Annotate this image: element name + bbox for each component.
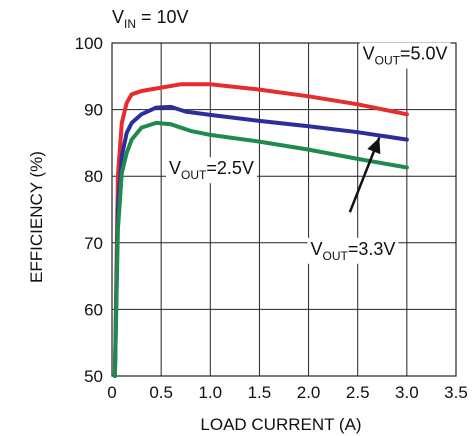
x-axis-title: LOAD CURRENT (A) bbox=[200, 415, 361, 434]
series-label-2: VOUT=2.5V bbox=[169, 158, 254, 182]
x-tick-label: 0.5 bbox=[149, 383, 173, 402]
series-line-2 bbox=[112, 120, 409, 378]
y-tick-label: 80 bbox=[84, 167, 103, 186]
x-tick-label: 1.5 bbox=[248, 383, 272, 402]
annotation-backing bbox=[166, 157, 257, 184]
x-tick-label: 2.5 bbox=[346, 383, 370, 402]
series-line-1 bbox=[112, 104, 409, 378]
x-tick-label: 0 bbox=[107, 383, 116, 402]
grid bbox=[111, 42, 457, 377]
series-label-1: VOUT=3.3V bbox=[311, 239, 396, 263]
annotation-backing bbox=[307, 237, 399, 264]
y-tick-label: 90 bbox=[84, 101, 103, 120]
series-line-0 bbox=[112, 82, 409, 378]
series-label-prefix: V bbox=[363, 44, 375, 64]
y-tick-label: 60 bbox=[84, 300, 103, 319]
x-tick-label: 1.0 bbox=[198, 383, 222, 402]
annotation-arrow-head bbox=[367, 137, 381, 155]
series-label-subscript: OUT bbox=[375, 54, 401, 68]
series-label-subscript: OUT bbox=[323, 249, 349, 263]
series-label-suffix: =2.5V bbox=[206, 158, 254, 178]
annotation-backing bbox=[359, 42, 451, 69]
chart-title: VIN = 10V bbox=[112, 7, 189, 31]
plot-frame bbox=[111, 42, 457, 377]
x-tick-label: 3.5 bbox=[444, 383, 468, 402]
title-backing bbox=[109, 7, 192, 31]
series-label-prefix: V bbox=[169, 158, 181, 178]
y-tick-label: 70 bbox=[84, 234, 103, 253]
x-tick-label: 3.0 bbox=[395, 383, 419, 402]
series-label-suffix: =5.0V bbox=[400, 44, 448, 64]
x-tick-label: 2.0 bbox=[297, 383, 321, 402]
y-axis-title: EFFICIENCY (%) bbox=[27, 151, 46, 283]
series-label-0: VOUT=5.0V bbox=[363, 44, 448, 68]
series-lines bbox=[112, 82, 409, 378]
y-tick-label: 100 bbox=[75, 34, 103, 53]
series-label-subscript: OUT bbox=[181, 168, 207, 182]
tick-labels: 0 0.5 1.0 1.5 2.0 2.5 3.0 3.5 50 60 70 80 90 100 bbox=[75, 34, 468, 402]
y-tick-label: 50 bbox=[84, 367, 103, 386]
series-label-suffix: =3.3V bbox=[348, 239, 396, 259]
plot-area bbox=[112, 43, 456, 376]
series-label-prefix: V bbox=[311, 239, 323, 259]
